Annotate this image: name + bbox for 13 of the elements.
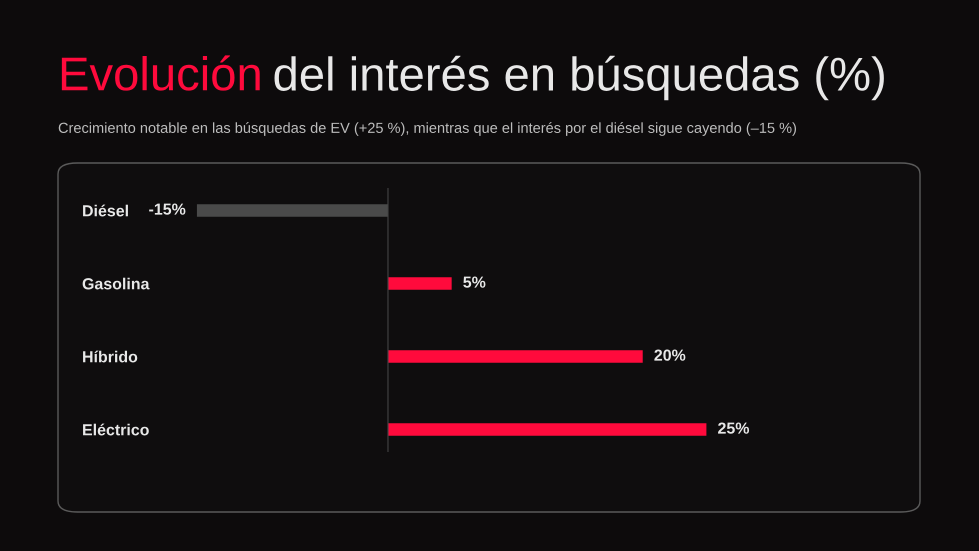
bar [388,277,452,290]
data-label: 5% [463,276,486,288]
y-tick-label: Híbrido [83,350,138,362]
data-label: 25% [718,422,750,434]
y-tick-label: Gasolina [82,278,150,290]
chart-title: Evolución del interés en búsquedas (%) [62,55,884,100]
bar [388,350,643,363]
chart-subtitle: Crecimiento notable en las búsquedas de EV (+25 %), mientras que el interés por el diésel sigue cayendo (–15 %) [58,122,796,136]
y-tick-label: Diésel [83,204,128,216]
data-label: -15% [149,204,186,215]
y-tick-label: Eléctrico [83,424,149,436]
bar [388,423,706,436]
data-label: 20% [654,349,686,361]
